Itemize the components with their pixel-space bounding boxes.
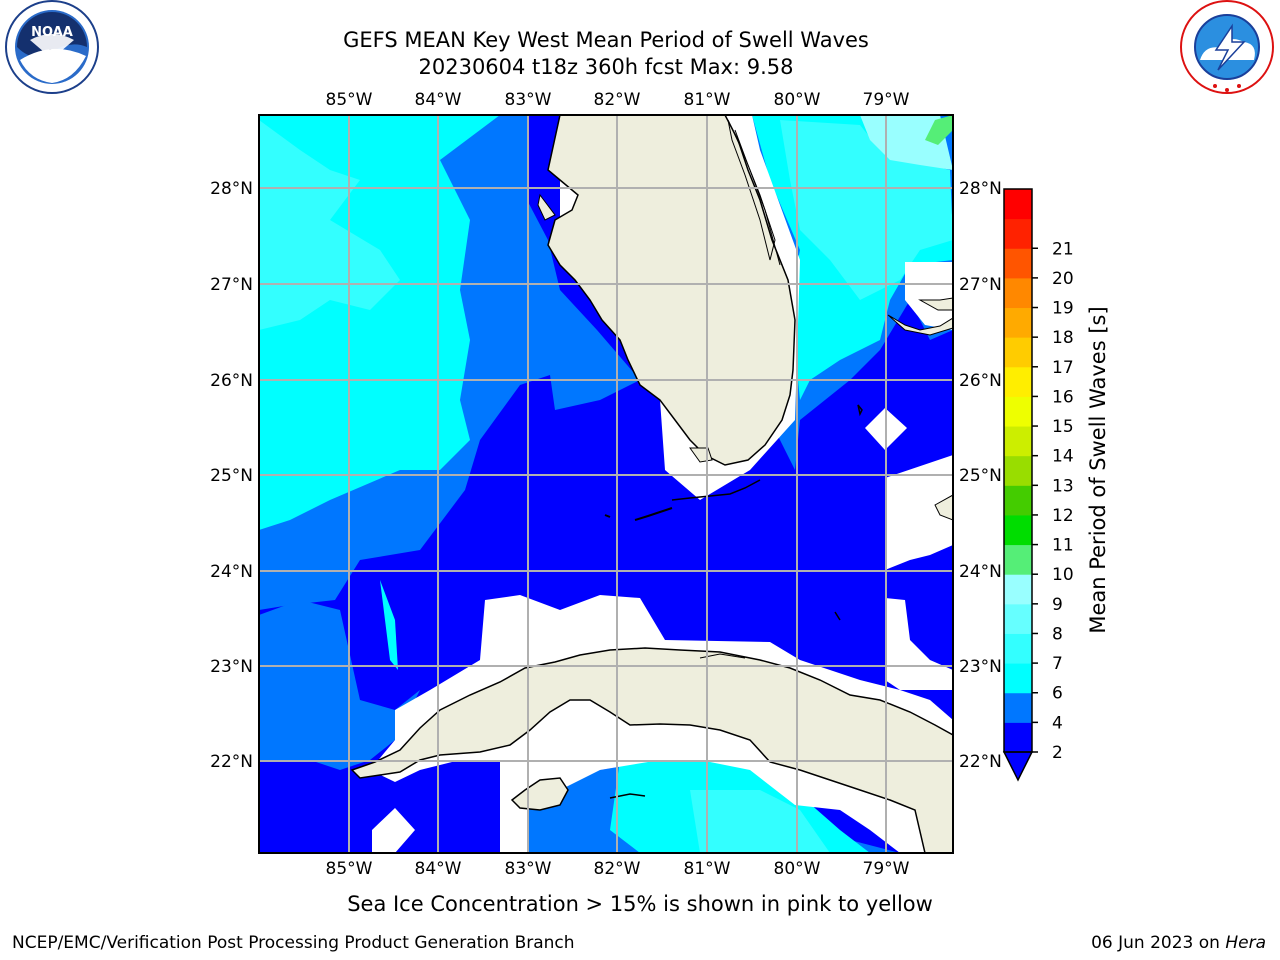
colorbar-swatch xyxy=(1004,396,1032,427)
footer-host: Hera xyxy=(1225,933,1266,953)
colorbar: 2 4 6 7 8 9 10 11 12 13 14 15 16 17 18 19 20 21 xyxy=(1002,188,1074,782)
colorbar-tick-label: 11 xyxy=(1052,536,1074,556)
lon-label-top: 85°W xyxy=(326,90,373,110)
colorbar-label: Mean Period of Swell Waves [s] xyxy=(1086,306,1110,633)
lon-label-bottom: 79°W xyxy=(863,859,910,879)
lat-label-right: 23°N xyxy=(959,657,1002,677)
colorbar-tick-label: 10 xyxy=(1052,565,1074,585)
lon-label-bottom: 85°W xyxy=(326,859,373,879)
lon-label-bottom: 83°W xyxy=(505,859,552,879)
colorbar-swatch xyxy=(1004,514,1032,546)
colorbar-tick-label: 9 xyxy=(1052,595,1063,615)
lon-label-top: 81°W xyxy=(684,90,731,110)
lat-label-left: 26°N xyxy=(210,371,253,391)
colorbar-swatch xyxy=(1004,544,1032,575)
colorbar-tick-label: 21 xyxy=(1052,239,1074,259)
colorbar-tick-label: 2 xyxy=(1052,743,1063,763)
lat-label-right: 24°N xyxy=(959,562,1002,582)
colorbar-tick-label: 13 xyxy=(1052,476,1074,496)
map-area xyxy=(259,115,953,853)
colorbar-swatch xyxy=(1004,603,1032,634)
lat-label-left: 23°N xyxy=(210,657,253,677)
colorbar-swatch xyxy=(1004,455,1032,486)
noaa-logo-text: NOAA xyxy=(31,25,73,40)
lat-label-left: 22°N xyxy=(210,752,253,772)
colorbar-tick-label: 14 xyxy=(1052,447,1074,467)
colorbar-swatch xyxy=(1004,663,1032,694)
colorbar-tick-label: 4 xyxy=(1052,713,1063,733)
colorbar-tick-label: 15 xyxy=(1052,417,1074,437)
lon-label-top: 80°W xyxy=(774,90,821,110)
colorbar-swatch xyxy=(1004,574,1032,605)
colorbar-swatch xyxy=(1004,485,1032,516)
colorbar-swatch xyxy=(1004,692,1032,723)
colorbar-tick-label: 17 xyxy=(1052,358,1074,378)
colorbar-tick-label: 8 xyxy=(1052,624,1063,644)
colorbar-swatch xyxy=(1004,189,1032,220)
lat-label-left: 24°N xyxy=(210,562,253,582)
colorbar-extend-triangle xyxy=(1002,751,1034,782)
colorbar-swatch xyxy=(1004,307,1032,338)
lon-label-bottom: 81°W xyxy=(684,859,731,879)
colorbar-tick-label: 6 xyxy=(1052,684,1063,704)
lon-label-bottom: 84°W xyxy=(415,859,462,879)
lat-label-left: 25°N xyxy=(210,466,253,486)
lat-label-right: 22°N xyxy=(959,752,1002,772)
nws-logo xyxy=(1180,0,1274,94)
colorbar-tick-label: 19 xyxy=(1052,299,1074,319)
title-line-2: 20230604 t18z 360h fcst Max: 9.58 xyxy=(418,55,794,79)
colorbar-tick-label: 7 xyxy=(1052,654,1063,674)
colorbar-tick-label: 16 xyxy=(1052,387,1074,407)
colorbar-swatch xyxy=(1004,337,1032,368)
colorbar-swatch xyxy=(1004,722,1032,753)
colorbar-tick-label: 12 xyxy=(1052,506,1074,526)
colorbar-swatch xyxy=(1004,426,1032,457)
lon-label-top: 82°W xyxy=(594,90,641,110)
lon-label-top: 83°W xyxy=(505,90,552,110)
lat-label-right: 25°N xyxy=(959,466,1002,486)
noaa-logo: NOAA xyxy=(5,0,99,94)
lon-label-bottom: 80°W xyxy=(774,859,821,879)
footer-credit: NCEP/EMC/Verification Post Processing Pr… xyxy=(12,933,575,953)
colorbar-swatch xyxy=(1004,366,1032,397)
lon-label-top: 79°W xyxy=(863,90,910,110)
colorbar-swatch xyxy=(1004,633,1032,664)
title-line-1: GEFS MEAN Key West Mean Period of Swell … xyxy=(343,28,869,52)
gridlines xyxy=(259,115,953,853)
lat-label-right: 26°N xyxy=(959,371,1002,391)
lat-label-right: 28°N xyxy=(959,179,1002,199)
colorbar-tick-label: 20 xyxy=(1052,269,1074,289)
map-frame xyxy=(258,114,954,854)
lat-label-left: 27°N xyxy=(210,275,253,295)
colorbar-tick-label: 18 xyxy=(1052,328,1074,348)
colorbar-frame xyxy=(1003,188,1033,753)
lat-label-right: 27°N xyxy=(959,275,1002,295)
colorbar-swatch xyxy=(1004,277,1032,309)
footer-date-text: 06 Jun 2023 on xyxy=(1091,933,1220,953)
sea-ice-caption: Sea Ice Concentration > 15% is shown in … xyxy=(347,892,933,916)
lon-label-top: 84°W xyxy=(415,90,462,110)
colorbar-swatch xyxy=(1004,218,1032,249)
lon-label-bottom: 82°W xyxy=(594,859,641,879)
footer-date: 06 Jun 2023 on Hera xyxy=(1091,933,1266,953)
lat-label-left: 28°N xyxy=(210,179,253,199)
colorbar-swatch xyxy=(1004,248,1032,279)
